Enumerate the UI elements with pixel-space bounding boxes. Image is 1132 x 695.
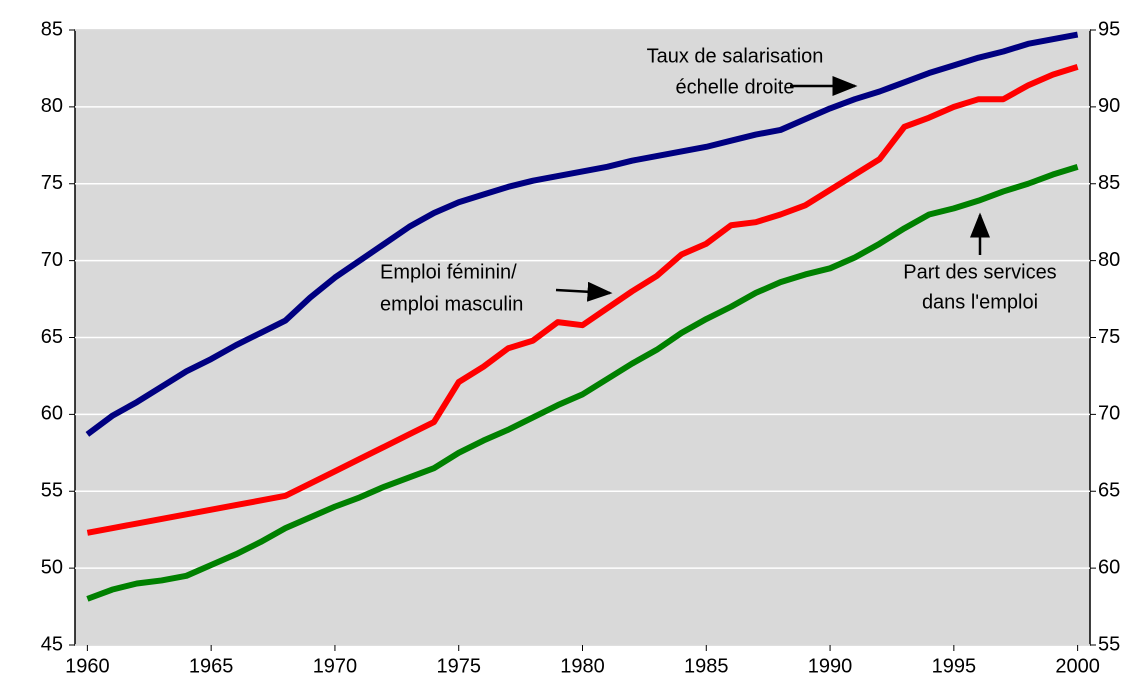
x-tick-label: 1990 (808, 655, 853, 677)
x-tick-label: 2000 (1055, 655, 1100, 677)
y2-tick-label: 95 (1098, 18, 1120, 40)
y-tick-label: 65 (41, 326, 63, 348)
annotation: Part des services (903, 261, 1056, 283)
annotation-arrow (555, 281, 613, 302)
y2-tick-label: 60 (1098, 556, 1120, 578)
y-tick-label: 80 (41, 95, 63, 117)
y2-tick-label: 55 (1098, 633, 1120, 655)
x-tick-label: 1960 (65, 655, 110, 677)
y2-tick-label: 85 (1098, 172, 1120, 194)
y2-tick-label: 80 (1098, 249, 1120, 271)
y2-tick-label: 70 (1098, 403, 1120, 425)
series-line (86, 64, 1079, 536)
y-tick-label: 50 (41, 556, 63, 578)
x-tick-label: 1995 (932, 655, 977, 677)
annotation: dans l'emploi (922, 291, 1038, 313)
annotation: Taux de salarisation (647, 45, 824, 67)
annotation: échelle droite (676, 76, 795, 98)
series-line (86, 163, 1079, 602)
y2-tick-label: 75 (1098, 326, 1120, 348)
annotation: Emploi féminin/ (380, 261, 517, 283)
y-tick-label: 45 (41, 633, 63, 655)
y-tick-label: 85 (41, 18, 63, 40)
x-tick-label: 1970 (313, 655, 358, 677)
y2-tick-label: 65 (1098, 480, 1120, 502)
x-tick-label: 1965 (189, 655, 234, 677)
annotation: emploi masculin (380, 293, 523, 315)
series-line (85, 31, 1079, 437)
y2-tick-label: 90 (1098, 95, 1120, 117)
x-tick-label: 1980 (560, 655, 605, 677)
y-tick-label: 55 (41, 480, 63, 502)
x-tick-label: 1975 (436, 655, 481, 677)
y-tick-label: 60 (41, 403, 63, 425)
x-tick-label: 1985 (684, 655, 729, 677)
y-tick-label: 75 (41, 172, 63, 194)
y-tick-label: 70 (41, 249, 63, 271)
